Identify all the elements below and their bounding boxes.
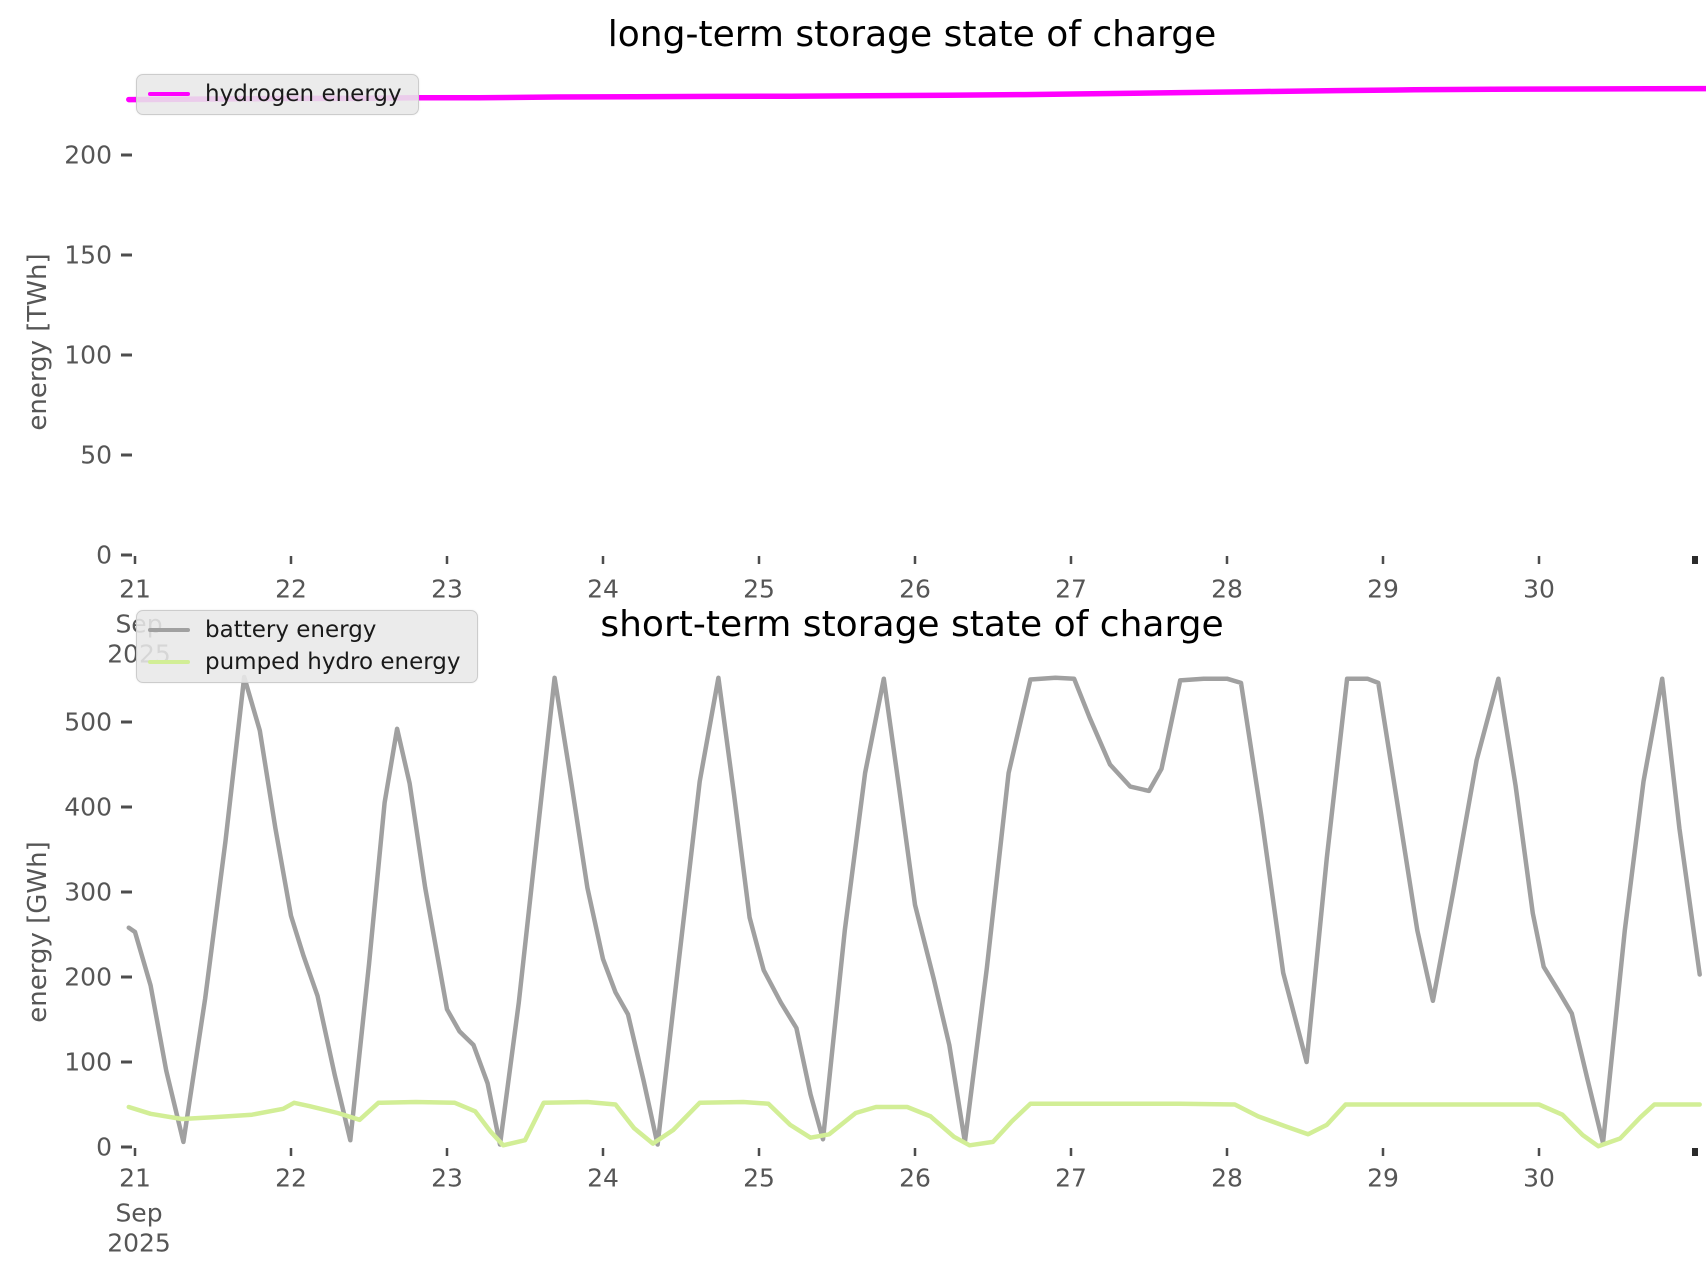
y-axis-label-gwh: energy [GWh] (23, 841, 53, 1023)
x-tick-label: 30 (1523, 1164, 1555, 1193)
x-axis-month-label: Sep (115, 1199, 162, 1228)
series-line-battery-energy (126, 674, 1702, 1147)
y-tick-label: 300 (64, 878, 112, 907)
y-tick-label: 50 (80, 441, 112, 470)
series-line-pumped-hydro-energy (126, 1099, 1702, 1149)
chart-title-short-term: short-term storage state of charge (600, 604, 1224, 645)
x-tick-label: 22 (275, 1164, 307, 1193)
x-tick-label: 26 (899, 1164, 931, 1193)
x-tick-label: 28 (1211, 575, 1243, 604)
chart-title-long-term: long-term storage state of charge (607, 14, 1217, 55)
y-tick-label: 0 (96, 1133, 112, 1162)
x-tick-label: 21 (119, 1164, 151, 1193)
x-tick-label: 23 (431, 575, 463, 604)
x-tick-label: 30 (1523, 575, 1555, 604)
y-tick-label: 500 (64, 708, 112, 737)
y-tick-label: 200 (64, 963, 112, 992)
legend-long-term: hydrogen energy (136, 74, 419, 115)
legend-line-swatch-pumped-hydro (148, 660, 190, 664)
y-tick-label: 0 (96, 541, 112, 570)
legend-label-battery-energy: battery energy (205, 617, 377, 643)
y-axis-label-twh: energy [TWh] (23, 253, 53, 431)
x-tick-label: 26 (899, 575, 931, 604)
legend-label-hydrogen-energy: hydrogen energy (205, 81, 402, 107)
x-tick-label: 23 (431, 1164, 463, 1193)
x-tick-label: 22 (275, 575, 307, 604)
x-tick-label: 25 (743, 1164, 775, 1193)
legend-item-battery-energy: battery energy (148, 617, 461, 643)
legend-line-swatch-battery (148, 628, 190, 632)
x-tick-label: 27 (1055, 575, 1087, 604)
legend-line-swatch-hydrogen (148, 92, 190, 96)
x-tick-label: 25 (743, 575, 775, 604)
y-tick-label: 200 (64, 141, 112, 170)
legend-item-hydrogen-energy: hydrogen energy (148, 81, 402, 107)
x-tick-label: 24 (587, 1164, 619, 1193)
x-tick-label: 28 (1211, 1164, 1243, 1193)
x-tick-label: 24 (587, 575, 619, 604)
legend-item-pumped-hydro-energy: pumped hydro energy (148, 649, 461, 675)
y-tick-label: 100 (64, 341, 112, 370)
x-tick-label: 29 (1367, 1164, 1399, 1193)
legend-label-pumped-hydro-energy: pumped hydro energy (205, 649, 461, 675)
y-tick-label: 100 (64, 1048, 112, 1077)
x-axis-year-label: 2025 (107, 1229, 171, 1258)
x-tick-label: 27 (1055, 1164, 1087, 1193)
x-tick-label: 29 (1367, 575, 1399, 604)
y-tick-label: 400 (64, 793, 112, 822)
x-tick-label: 21 (119, 575, 151, 604)
legend-short-term: battery energy pumped hydro energy (136, 610, 478, 683)
y-tick-label: 150 (64, 241, 112, 270)
